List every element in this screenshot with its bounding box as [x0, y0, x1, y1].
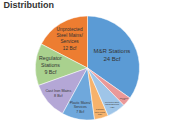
svg-text:Distribution: Distribution [4, 0, 55, 10]
svg-text:Plastic Mains/Services7 Bcf: Plastic Mains/Services7 Bcf [70, 101, 91, 114]
svg-text:RegulatorStations9 Bcf: RegulatorStations9 Bcf [39, 55, 62, 75]
svg-text:M&R Stations24 Bcf: M&R Stations24 Bcf [94, 48, 131, 62]
svg-text:Other Sources2 Bcf: Other Sources2 Bcf [120, 97, 128, 101]
svg-text:UnprotectedSteel Mains/Service: UnprotectedSteel Mains/Services12 Bcf [56, 27, 83, 51]
svg-text:Cast Iron Mains8 Bcf: Cast Iron Mains8 Bcf [45, 89, 71, 98]
svg-text:Protected SteelMains/Services4: Protected SteelMains/Services4 Bcf [105, 101, 120, 108]
svg-text:CustomerMeter Leaks3 Bcf: CustomerMeter Leaks3 Bcf [95, 108, 105, 115]
